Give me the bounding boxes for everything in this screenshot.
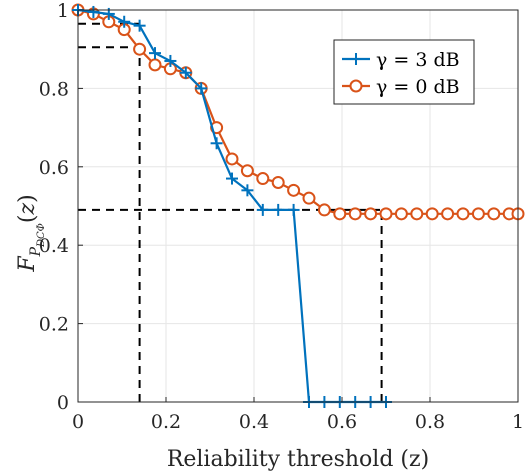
y-tick-label-3: 0.6	[39, 157, 69, 179]
x-axis-label: Reliability threshold (z)	[167, 447, 429, 472]
y-tick-label-2: 0.4	[39, 235, 69, 257]
series-0-point-4	[133, 19, 146, 32]
y-label-sub: P	[28, 246, 44, 257]
series-1-point-12	[256, 172, 270, 186]
series-1-point-14	[287, 183, 301, 197]
series-1-point-16	[317, 203, 331, 217]
series-1-point-23	[425, 207, 439, 221]
svg-text:FPDCΦ(z): FPDCΦ(z)	[15, 194, 47, 272]
series-0-point-9	[210, 137, 223, 150]
series-1-point-4	[133, 42, 147, 56]
legend-label-1: γ = 0 dB	[376, 76, 460, 98]
x-tick-label-4: 0.8	[415, 411, 445, 433]
legend-box	[333, 39, 475, 105]
series-1-point-17	[333, 207, 347, 221]
series-1-point-5	[148, 58, 162, 72]
series-0-point-1	[87, 5, 100, 18]
plot-frame	[77, 9, 519, 403]
y-tick-label-5: 1	[57, 0, 69, 22]
y-axis-label: FPDCΦ(z)	[15, 194, 47, 272]
y-label-main: F	[15, 256, 40, 273]
series-0-point-11	[241, 184, 254, 197]
series-1-point-21	[394, 207, 408, 221]
series-0-point-10	[226, 172, 238, 185]
series-1-point-15	[302, 191, 316, 205]
series-1-point-25	[456, 207, 470, 221]
series-0-point-6	[164, 54, 177, 67]
y-tick-label-4: 0.8	[39, 78, 69, 100]
x-tick-label-3: 0.6	[327, 411, 357, 433]
y-tick-label-0: 0	[57, 392, 69, 414]
series-1-point-26	[471, 207, 485, 221]
y-label-arg: (z)	[15, 194, 40, 223]
series-0-point-5	[149, 47, 161, 60]
legend-entry-0: γ = 3 dB	[342, 49, 460, 71]
series-1-point-13	[271, 175, 285, 189]
legend-marker-0	[350, 53, 362, 65]
series-1-point-18	[348, 207, 362, 221]
legend: γ = 3 dB γ = 0 dB	[333, 39, 475, 105]
x-tick-label-1: 0.2	[151, 411, 181, 433]
series-1-point-22	[410, 207, 424, 221]
series-1-point-19	[364, 207, 378, 221]
legend-marker-1	[349, 79, 363, 93]
x-tick-label-2: 0.4	[239, 411, 269, 433]
ticks: 0 0.2 0.4 0.6 0.8 1 0 0.2 0.4 0.6 0.8 1	[39, 0, 524, 433]
series-0-point-7	[179, 66, 192, 79]
y-label-subsub: DCΦ	[36, 223, 47, 248]
x-tick-label-5: 1	[512, 411, 524, 433]
series-0-point-3	[118, 15, 131, 28]
x-tick-label-0: 0	[72, 411, 84, 433]
series-1-point-10	[225, 152, 239, 166]
series-0-point-13	[272, 203, 285, 216]
series-1-point-11	[240, 164, 254, 178]
series-1-point-24	[441, 207, 455, 221]
series-1-point-20	[379, 207, 393, 221]
legend-entry-1: γ = 0 dB	[342, 76, 460, 98]
series-0-point-8	[195, 82, 208, 95]
series-1-point-27	[487, 207, 501, 221]
series-0-point-14	[287, 203, 300, 216]
series-0-point-12	[256, 203, 269, 216]
y-tick-label-1: 0.2	[39, 314, 69, 336]
legend-label-0: γ = 3 dB	[376, 49, 460, 71]
